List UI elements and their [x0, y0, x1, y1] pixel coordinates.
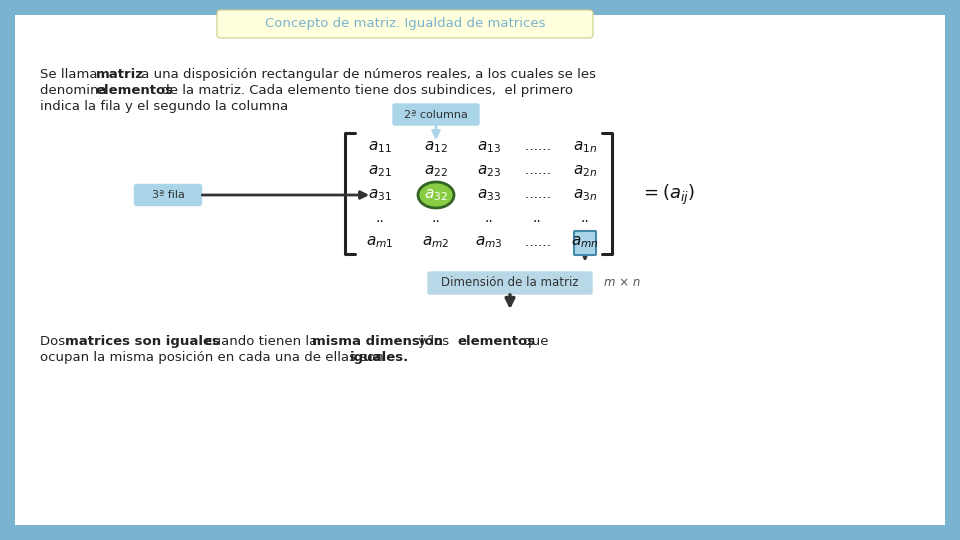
FancyBboxPatch shape — [217, 10, 593, 38]
Text: $a_{3n}$: $a_{3n}$ — [573, 187, 597, 203]
Text: 2ª columna: 2ª columna — [404, 110, 468, 119]
FancyBboxPatch shape — [393, 104, 479, 125]
Text: $a_{13}$: $a_{13}$ — [477, 139, 501, 155]
Text: misma dimensión: misma dimensión — [312, 335, 444, 348]
Text: que: que — [519, 335, 548, 348]
Text: $a_{1n}$: $a_{1n}$ — [573, 139, 597, 155]
Text: elementos: elementos — [96, 84, 174, 97]
Text: ..: .. — [581, 211, 589, 225]
Text: $= (a_{ij})$: $= (a_{ij})$ — [640, 183, 695, 207]
Text: matriz: matriz — [96, 68, 144, 81]
Text: $\ldots\ldots$: $\ldots\ldots$ — [523, 235, 550, 248]
Text: $a_{22}$: $a_{22}$ — [424, 163, 448, 179]
Text: $a_{31}$: $a_{31}$ — [368, 187, 392, 203]
FancyBboxPatch shape — [134, 185, 202, 206]
Text: indica la fila y el segundo la columna: indica la fila y el segundo la columna — [40, 100, 288, 113]
Text: ..: .. — [485, 211, 493, 225]
Text: matrices son iguales: matrices son iguales — [64, 335, 220, 348]
Text: $a_{m2}$: $a_{m2}$ — [422, 234, 449, 250]
Text: $a_{12}$: $a_{12}$ — [424, 139, 448, 155]
Text: de la matriz. Cada elemento tiene dos subindices,  el primero: de la matriz. Cada elemento tiene dos su… — [157, 84, 573, 97]
Text: $a_{23}$: $a_{23}$ — [477, 163, 501, 179]
Text: $a_{33}$: $a_{33}$ — [477, 187, 501, 203]
FancyBboxPatch shape — [15, 15, 945, 525]
Text: $a_{32}$: $a_{32}$ — [424, 187, 448, 203]
Text: denomina: denomina — [40, 84, 110, 97]
Text: cuando tienen la: cuando tienen la — [201, 335, 322, 348]
Ellipse shape — [418, 182, 454, 208]
Text: $a_{11}$: $a_{11}$ — [368, 139, 392, 155]
Text: $\ldots\ldots$: $\ldots\ldots$ — [523, 140, 550, 153]
Text: $a_{2n}$: $a_{2n}$ — [573, 163, 597, 179]
Text: $\ldots\ldots$: $\ldots\ldots$ — [523, 165, 550, 178]
Text: Concepto de matriz. Igualdad de matrices: Concepto de matriz. Igualdad de matrices — [265, 17, 545, 30]
FancyBboxPatch shape — [574, 231, 596, 255]
Text: ocupan la misma posición en cada una de ellas son: ocupan la misma posición en cada una de … — [40, 351, 388, 364]
Text: a una disposición rectangular de números reales, a los cuales se les: a una disposición rectangular de números… — [136, 68, 595, 81]
Text: Dimensión de la matriz: Dimensión de la matriz — [442, 276, 579, 289]
Text: iguales.: iguales. — [350, 351, 409, 364]
Text: m × n: m × n — [604, 276, 640, 289]
Text: ..: .. — [533, 211, 541, 225]
FancyBboxPatch shape — [428, 272, 592, 294]
Text: $a_{21}$: $a_{21}$ — [368, 163, 392, 179]
Text: ..: .. — [432, 211, 441, 225]
Text: Dos: Dos — [40, 335, 69, 348]
Text: $a_{m1}$: $a_{m1}$ — [367, 234, 394, 250]
Text: elementos: elementos — [458, 335, 536, 348]
Text: $a_{m3}$: $a_{m3}$ — [475, 234, 503, 250]
Text: 3ª fila: 3ª fila — [152, 190, 184, 200]
Text: $a_{mn}$: $a_{mn}$ — [571, 234, 599, 250]
Text: Se llama: Se llama — [40, 68, 102, 81]
Text: y los: y los — [415, 335, 454, 348]
Text: $\ldots\ldots$: $\ldots\ldots$ — [523, 188, 550, 201]
Text: ..: .. — [375, 211, 384, 225]
